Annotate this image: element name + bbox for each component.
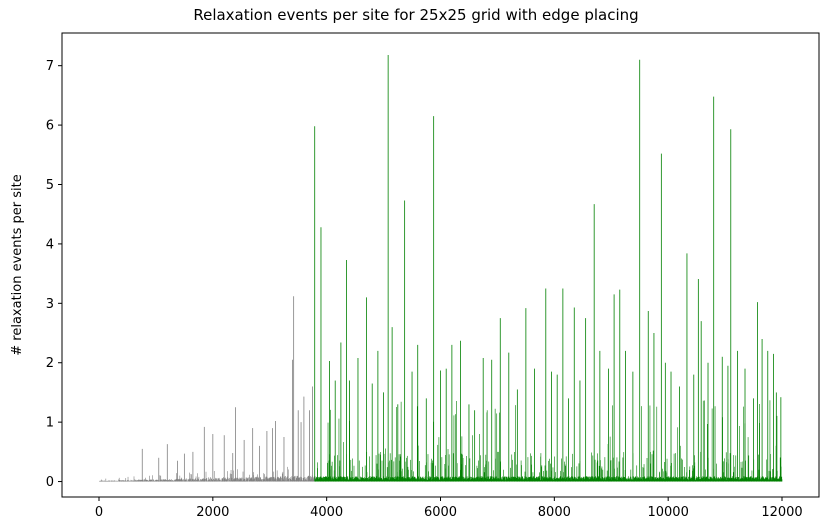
y-tick-label: 5 [46,178,54,193]
series-1 [314,54,783,482]
x-tick-label: 4000 [310,505,343,520]
x-tick-label: 12000 [761,505,802,520]
series-0 [98,296,316,482]
x-tick-label: 0 [95,505,103,520]
y-tick-label: 7 [46,59,54,74]
y-axis-label: # relaxation events per site [10,174,25,356]
ticks-group: 0 2000 4000 6000 8000 10000 12000 0 1 2 3 4 5 6 7 [46,59,803,520]
x-tick-label: 10000 [647,505,688,520]
y-tick-label: 6 [46,119,54,134]
chart-title: Relaxation events per site for 25x25 gri… [193,6,638,24]
plot-frame [61,32,820,498]
y-tick-label: 2 [46,356,54,371]
x-tick-label: 6000 [424,505,457,520]
bars-group [98,54,783,482]
y-tick-label: 1 [46,416,54,431]
x-tick-label: 2000 [196,505,229,520]
y-tick-label: 4 [46,237,54,252]
y-tick-label: 3 [46,297,54,312]
y-tick-label: 0 [46,475,54,490]
x-tick-label: 8000 [538,505,571,520]
